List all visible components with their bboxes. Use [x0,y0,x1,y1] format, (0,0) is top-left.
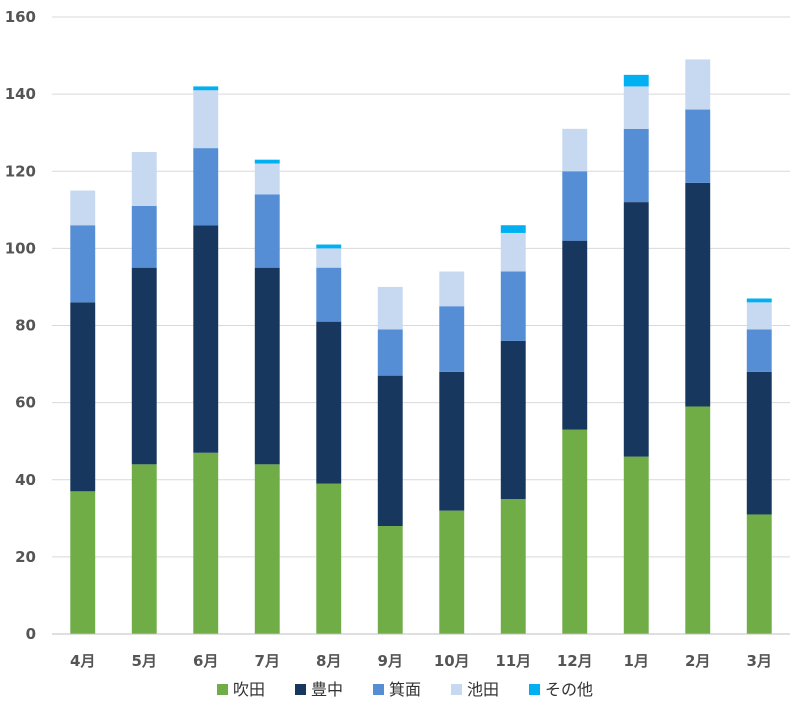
bar-segment-2 [131,267,157,465]
bar-segment-3 [623,128,649,203]
bar-segment-4 [623,86,649,129]
bar-segment-1 [316,483,342,634]
legend-swatch [295,684,306,695]
legend-item: 吹田 [217,680,265,699]
x-tick-label: 2月 [685,652,710,670]
bar-segment-4 [193,90,219,149]
bar-segment-1 [562,429,588,634]
legend-item: 豊中 [295,680,343,699]
x-tick-label: 5月 [132,652,157,670]
legend-swatch [529,684,540,695]
legend-label: 箕面 [389,680,421,699]
bar-segment-5 [193,86,219,91]
axes: 0 20 40 60 80 100 120 140 160 4月 5月 6月 7月 8月 9月 10月 11月 1… [5,8,790,670]
y-tick-label: 140 [5,85,36,103]
bar-segment-4 [377,286,403,330]
bar-segment-3 [70,225,96,303]
bar-segment-3 [377,329,403,376]
x-tick-label: 7月 [255,652,280,670]
bar-segment-1 [131,464,157,634]
legend-item: 池田 [451,680,499,699]
bar-segment-3 [131,205,157,268]
bar-segment-3 [439,306,465,372]
x-tick-label: 11月 [495,652,531,670]
bar-segment-2 [562,240,588,430]
y-tick-label: 120 [5,162,36,180]
bar-segment-4 [562,128,588,172]
legend-swatch [373,684,384,695]
bar-segment-4 [746,302,772,330]
bar-segment-1 [439,510,465,634]
bar-segment-4 [70,190,96,226]
bar-segment-3 [746,329,772,372]
bar-segment-4 [316,248,342,268]
bar-segment-1 [500,499,526,634]
x-tick-label: 1月 [624,652,649,670]
bar-segment-4 [254,163,280,195]
legend-swatch [451,684,462,695]
bar-segment-3 [500,271,526,341]
bar-segment-1 [623,456,649,634]
legend-swatch [217,684,228,695]
bar-segment-1 [746,514,772,634]
bar-segment-3 [316,267,342,322]
x-tick-label: 4月 [70,652,95,670]
y-tick-label: 160 [5,8,36,26]
bars [70,59,772,634]
bar-segment-2 [439,371,465,511]
y-tick-label: 0 [26,625,36,643]
bar-segment-5 [623,74,649,87]
y-tick-label: 20 [15,548,36,566]
bar-segment-2 [377,375,403,527]
x-tick-label: 6月 [193,652,218,670]
x-tick-label: 9月 [378,652,403,670]
legend-item: 箕面 [373,680,421,699]
x-tick-label: 12月 [557,652,593,670]
legend: 吹田 豊中 箕面 池田 その他 [217,680,593,699]
gridlines [52,16,790,558]
legend-label: 吹田 [233,680,265,699]
bar-segment-3 [562,171,588,241]
bar-segment-4 [131,151,157,206]
bar-segment-1 [254,464,280,634]
bar-segment-5 [500,225,526,233]
bar-segment-2 [70,302,96,492]
bar-segment-4 [685,59,711,110]
bar-segment-3 [685,109,711,183]
bar-segment-3 [254,194,280,268]
bar-segment-2 [623,202,649,457]
legend-label: 豊中 [311,680,343,699]
y-tick-label: 100 [5,239,36,257]
y-tick-label: 80 [15,317,36,335]
bar-segment-2 [746,371,772,515]
bar-segment-2 [316,321,342,484]
bar-segment-4 [500,232,526,272]
bar-segment-1 [193,452,219,634]
y-tick-label: 60 [15,394,36,412]
x-tick-label: 10月 [434,652,470,670]
x-tick-label: 3月 [747,652,772,670]
y-tick-label: 40 [15,471,36,489]
bar-segment-3 [193,148,219,226]
bar-segment-2 [500,340,526,500]
bar-segment-1 [377,526,403,634]
bar-segment-1 [70,491,96,634]
bar-segment-5 [746,298,772,303]
bar-segment-5 [254,159,280,164]
bar-segment-5 [316,244,342,249]
x-tick-label: 8月 [316,652,341,670]
bar-segment-2 [685,182,711,407]
bar-segment-4 [439,271,465,307]
bar-segment-2 [193,225,219,453]
legend-label: その他 [545,680,593,699]
bar-segment-1 [685,406,711,634]
bar-segment-2 [254,267,280,465]
legend-label: 池田 [467,680,499,699]
legend-item: その他 [529,680,593,699]
